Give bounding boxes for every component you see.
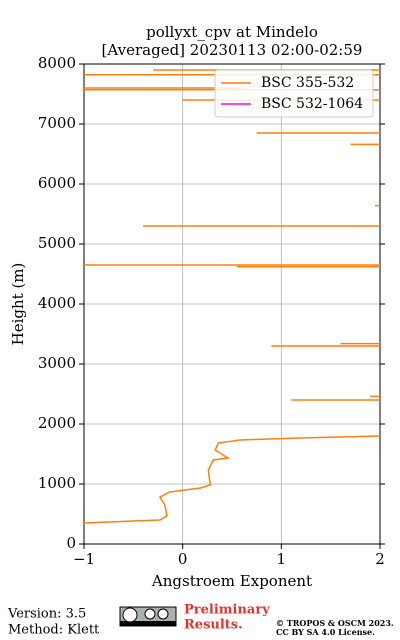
version: Version: 3.5 [7, 607, 86, 622]
y-tick-label: 0 [66, 534, 76, 552]
cc-logo [119, 606, 177, 627]
y-tick-label: 1000 [38, 474, 76, 492]
x-tick-label: −1 [73, 550, 95, 568]
y-tick-label: 4000 [38, 294, 76, 312]
copyright: © TROPOS & OSCM 2023. [276, 618, 394, 628]
legend-box [214, 69, 374, 118]
plot-frame [83, 63, 381, 545]
legend-label: BSC 355-532 [261, 75, 354, 91]
x-axis-label: Angstroem Exponent [151, 572, 312, 590]
legend-label: BSC 532-1064 [261, 96, 363, 112]
x-tick-label: 2 [375, 550, 385, 568]
y-tick-label: 2000 [38, 414, 76, 432]
y-tick-label: 8000 [38, 54, 76, 72]
chart-title: pollyxt_cpv at Mindelo [146, 23, 318, 41]
y-tick-label: 5000 [38, 234, 76, 252]
x-tick-label: 1 [277, 550, 287, 568]
data-line [84, 69, 380, 524]
license: CC BY SA 4.0 License. [276, 627, 375, 637]
preliminary-label: Preliminary [184, 603, 270, 618]
method: Method: Klett [8, 623, 100, 638]
preliminary-label: Results. [184, 618, 243, 633]
x-tick-label: 0 [178, 550, 188, 568]
y-tick-label: 7000 [38, 114, 76, 132]
y-tick-label: 6000 [38, 174, 76, 192]
y-tick-label: 3000 [38, 354, 76, 372]
chart-subtitle: [Averaged] 20230113 02:00-02:59 [102, 41, 363, 59]
y-axis-label: Height (m) [9, 263, 27, 346]
